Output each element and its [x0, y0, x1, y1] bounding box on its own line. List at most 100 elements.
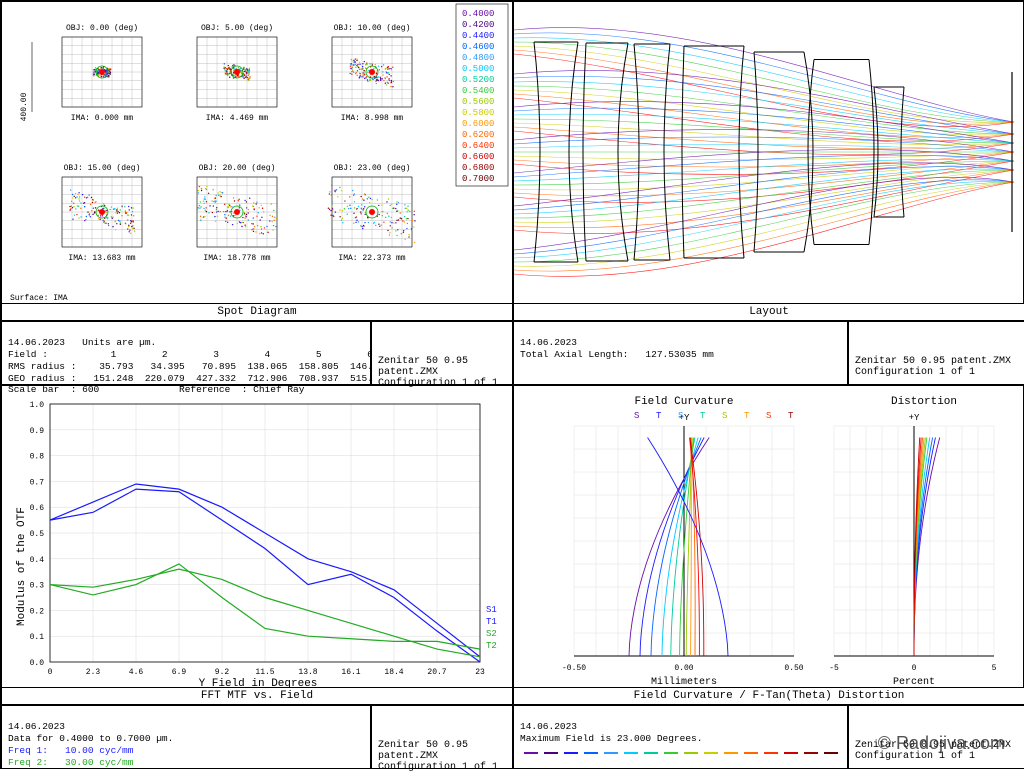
- svg-text:IMA: 0.000 mm: IMA: 0.000 mm: [71, 114, 134, 123]
- svg-text:IMA: 4.469 mm: IMA: 4.469 mm: [206, 114, 269, 123]
- svg-text:6.9: 6.9: [172, 668, 187, 677]
- spot-cfg: Zenitar 50 0.95 patent.ZMX Configuration…: [371, 321, 513, 385]
- svg-text:11.5: 11.5: [255, 668, 274, 677]
- spot-info: 14.06.2023 Units are µm. Field : 1 2 3 4…: [1, 321, 371, 385]
- svg-text:0.4400: 0.4400: [462, 31, 494, 41]
- svg-text:0.5200: 0.5200: [462, 75, 494, 85]
- mtf-f2: Freq 2: 30.00 cyc/mm: [8, 757, 133, 768]
- layout-title: Layout: [513, 303, 1024, 321]
- svg-text:0.6200: 0.6200: [462, 130, 494, 140]
- svg-text:Field Curvature: Field Curvature: [634, 396, 733, 408]
- svg-text:S: S: [634, 411, 639, 421]
- svg-text:2.3: 2.3: [86, 668, 101, 677]
- layout-panel: [513, 1, 1024, 321]
- svg-text:IMA: 18.778 mm: IMA: 18.778 mm: [203, 254, 270, 263]
- svg-text:0.4600: 0.4600: [462, 42, 494, 52]
- fcd-info: 14.06.2023 Maximum Field is 23.000 Degre…: [513, 705, 848, 769]
- svg-text:S: S: [722, 411, 727, 421]
- svg-text:0.4800: 0.4800: [462, 53, 494, 63]
- svg-text:0.7000: 0.7000: [462, 174, 494, 184]
- svg-text:0.8: 0.8: [30, 453, 45, 462]
- svg-text:OBJ: 20.00 (deg): OBJ: 20.00 (deg): [199, 164, 276, 173]
- svg-text:T2: T2: [486, 641, 497, 651]
- fcd-svg: Field CurvatureDistortion-0.500.000.50Mi…: [514, 386, 1024, 706]
- svg-text:Surface: IMA: Surface: IMA: [10, 294, 68, 303]
- svg-text:16.1: 16.1: [341, 668, 360, 677]
- svg-text:OBJ: 0.00 (deg): OBJ: 0.00 (deg): [66, 24, 138, 33]
- svg-text:0.5000: 0.5000: [462, 64, 494, 74]
- svg-text:0.6400: 0.6400: [462, 141, 494, 151]
- svg-text:0.5800: 0.5800: [462, 108, 494, 118]
- svg-text:IMA: 8.998 mm: IMA: 8.998 mm: [341, 114, 404, 123]
- svg-text:0.50: 0.50: [784, 664, 803, 673]
- layout-cfg: Zenitar 50 0.95 patent.ZMX Configuration…: [848, 321, 1024, 385]
- mtf-svg: 0 2.3 4.6 6.9 9.2 11.5 13.8 16.1 18.4 20.7 23 0.0 0.…: [2, 386, 514, 706]
- mtf-ylabel: Modulus of the OTF: [16, 507, 28, 626]
- svg-text:-5: -5: [829, 664, 839, 673]
- svg-text:0: 0: [48, 668, 53, 677]
- spot-units: Units are µm.: [82, 337, 156, 348]
- layout-cfg-line: Configuration 1 of 1: [855, 367, 975, 378]
- spot-geo: GEO radius : 151.248 220.079 427.332 712…: [8, 373, 390, 384]
- fcd-legend-swatches: [520, 745, 840, 761]
- svg-text:T: T: [700, 411, 706, 421]
- svg-text:0.9: 0.9: [30, 427, 45, 436]
- svg-text:0.2: 0.2: [30, 607, 45, 616]
- svg-text:T1: T1: [486, 617, 497, 627]
- svg-text:OBJ: 5.00 (deg): OBJ: 5.00 (deg): [201, 24, 273, 33]
- fcd-date: 14.06.2023: [520, 721, 577, 732]
- svg-text:OBJ: 23.00 (deg): OBJ: 23.00 (deg): [334, 164, 411, 173]
- svg-text:IMA: 22.373 mm: IMA: 22.373 mm: [338, 254, 405, 263]
- svg-text:IMA: 13.683 mm: IMA: 13.683 mm: [68, 254, 135, 263]
- svg-text:S2: S2: [486, 629, 497, 639]
- fcd-max: Maximum Field is 23.000 Degrees.: [520, 733, 702, 744]
- svg-text:18.4: 18.4: [384, 668, 403, 677]
- svg-text:0.6000: 0.6000: [462, 119, 494, 129]
- svg-text:S: S: [766, 411, 771, 421]
- mtf-cfg: Zenitar 50 0.95 patent.ZMX Configuration…: [371, 705, 513, 769]
- mtf-cfg-file: Zenitar 50 0.95 patent.ZMX: [378, 740, 468, 762]
- svg-text:S1: S1: [486, 605, 497, 615]
- svg-text:T: T: [744, 411, 750, 421]
- fcd-title: Field Curvature / F-Tan(Theta) Distortio…: [513, 687, 1024, 705]
- spot-field-hdr: Field : 1 2 3 4 5 6: [8, 349, 373, 360]
- svg-text:9.2: 9.2: [215, 668, 230, 677]
- spot-svg: 0.40000.42000.44000.46000.48000.50000.52…: [2, 2, 514, 322]
- layout-tal: Total Axial Length: 127.53035 mm: [520, 349, 714, 360]
- layout-svg: [514, 2, 1024, 322]
- svg-text:0.5: 0.5: [30, 530, 45, 539]
- mtf-title: FFT MTF vs. Field: [1, 687, 513, 705]
- svg-text:0.1: 0.1: [30, 633, 45, 642]
- svg-text:4.6: 4.6: [129, 668, 144, 677]
- svg-text:+Y: +Y: [909, 413, 920, 423]
- zemax-4up: 0.40000.42000.44000.46000.48000.50000.52…: [0, 0, 1024, 769]
- svg-text:0.4: 0.4: [30, 556, 45, 565]
- svg-text:0.00: 0.00: [674, 664, 693, 673]
- layout-date: 14.06.2023: [520, 337, 577, 348]
- svg-text:0.5400: 0.5400: [462, 86, 494, 96]
- svg-text:0.4200: 0.4200: [462, 20, 494, 30]
- watermark: © Radojiva.com: [878, 733, 1005, 754]
- svg-text:0.4000: 0.4000: [462, 9, 494, 19]
- mtf-cfg-line: Configuration 1 of 1: [378, 762, 498, 773]
- fcd-panel: Field CurvatureDistortion-0.500.000.50Mi…: [513, 385, 1024, 705]
- mtf-panel: 0 2.3 4.6 6.9 9.2 11.5 13.8 16.1 18.4 20.7 23 0.0 0.…: [1, 385, 513, 705]
- svg-text:20.7: 20.7: [427, 668, 446, 677]
- mtf-info: 14.06.2023 Data for 0.4000 to 0.7000 µm.…: [1, 705, 371, 769]
- svg-text:23: 23: [475, 668, 485, 677]
- svg-text:13.8: 13.8: [298, 668, 317, 677]
- svg-text:0: 0: [912, 664, 917, 673]
- svg-text:0.3: 0.3: [30, 582, 45, 591]
- svg-text:0.7: 0.7: [30, 478, 45, 487]
- spot-cfg-file: Zenitar 50 0.95 patent.ZMX: [378, 356, 468, 378]
- spot-rms: RMS radius : 35.793 34.395 70.895 138.06…: [8, 361, 390, 372]
- svg-text:400.00: 400.00: [20, 92, 29, 121]
- mtf-data: Data for 0.4000 to 0.7000 µm.: [8, 733, 173, 744]
- svg-text:1.0: 1.0: [30, 401, 45, 410]
- svg-text:-0.50: -0.50: [562, 664, 586, 673]
- mtf-date: 14.06.2023: [8, 721, 65, 732]
- svg-text:0.0: 0.0: [30, 659, 45, 668]
- svg-text:S: S: [678, 411, 683, 421]
- svg-text:0.5600: 0.5600: [462, 97, 494, 107]
- svg-text:5: 5: [992, 664, 997, 673]
